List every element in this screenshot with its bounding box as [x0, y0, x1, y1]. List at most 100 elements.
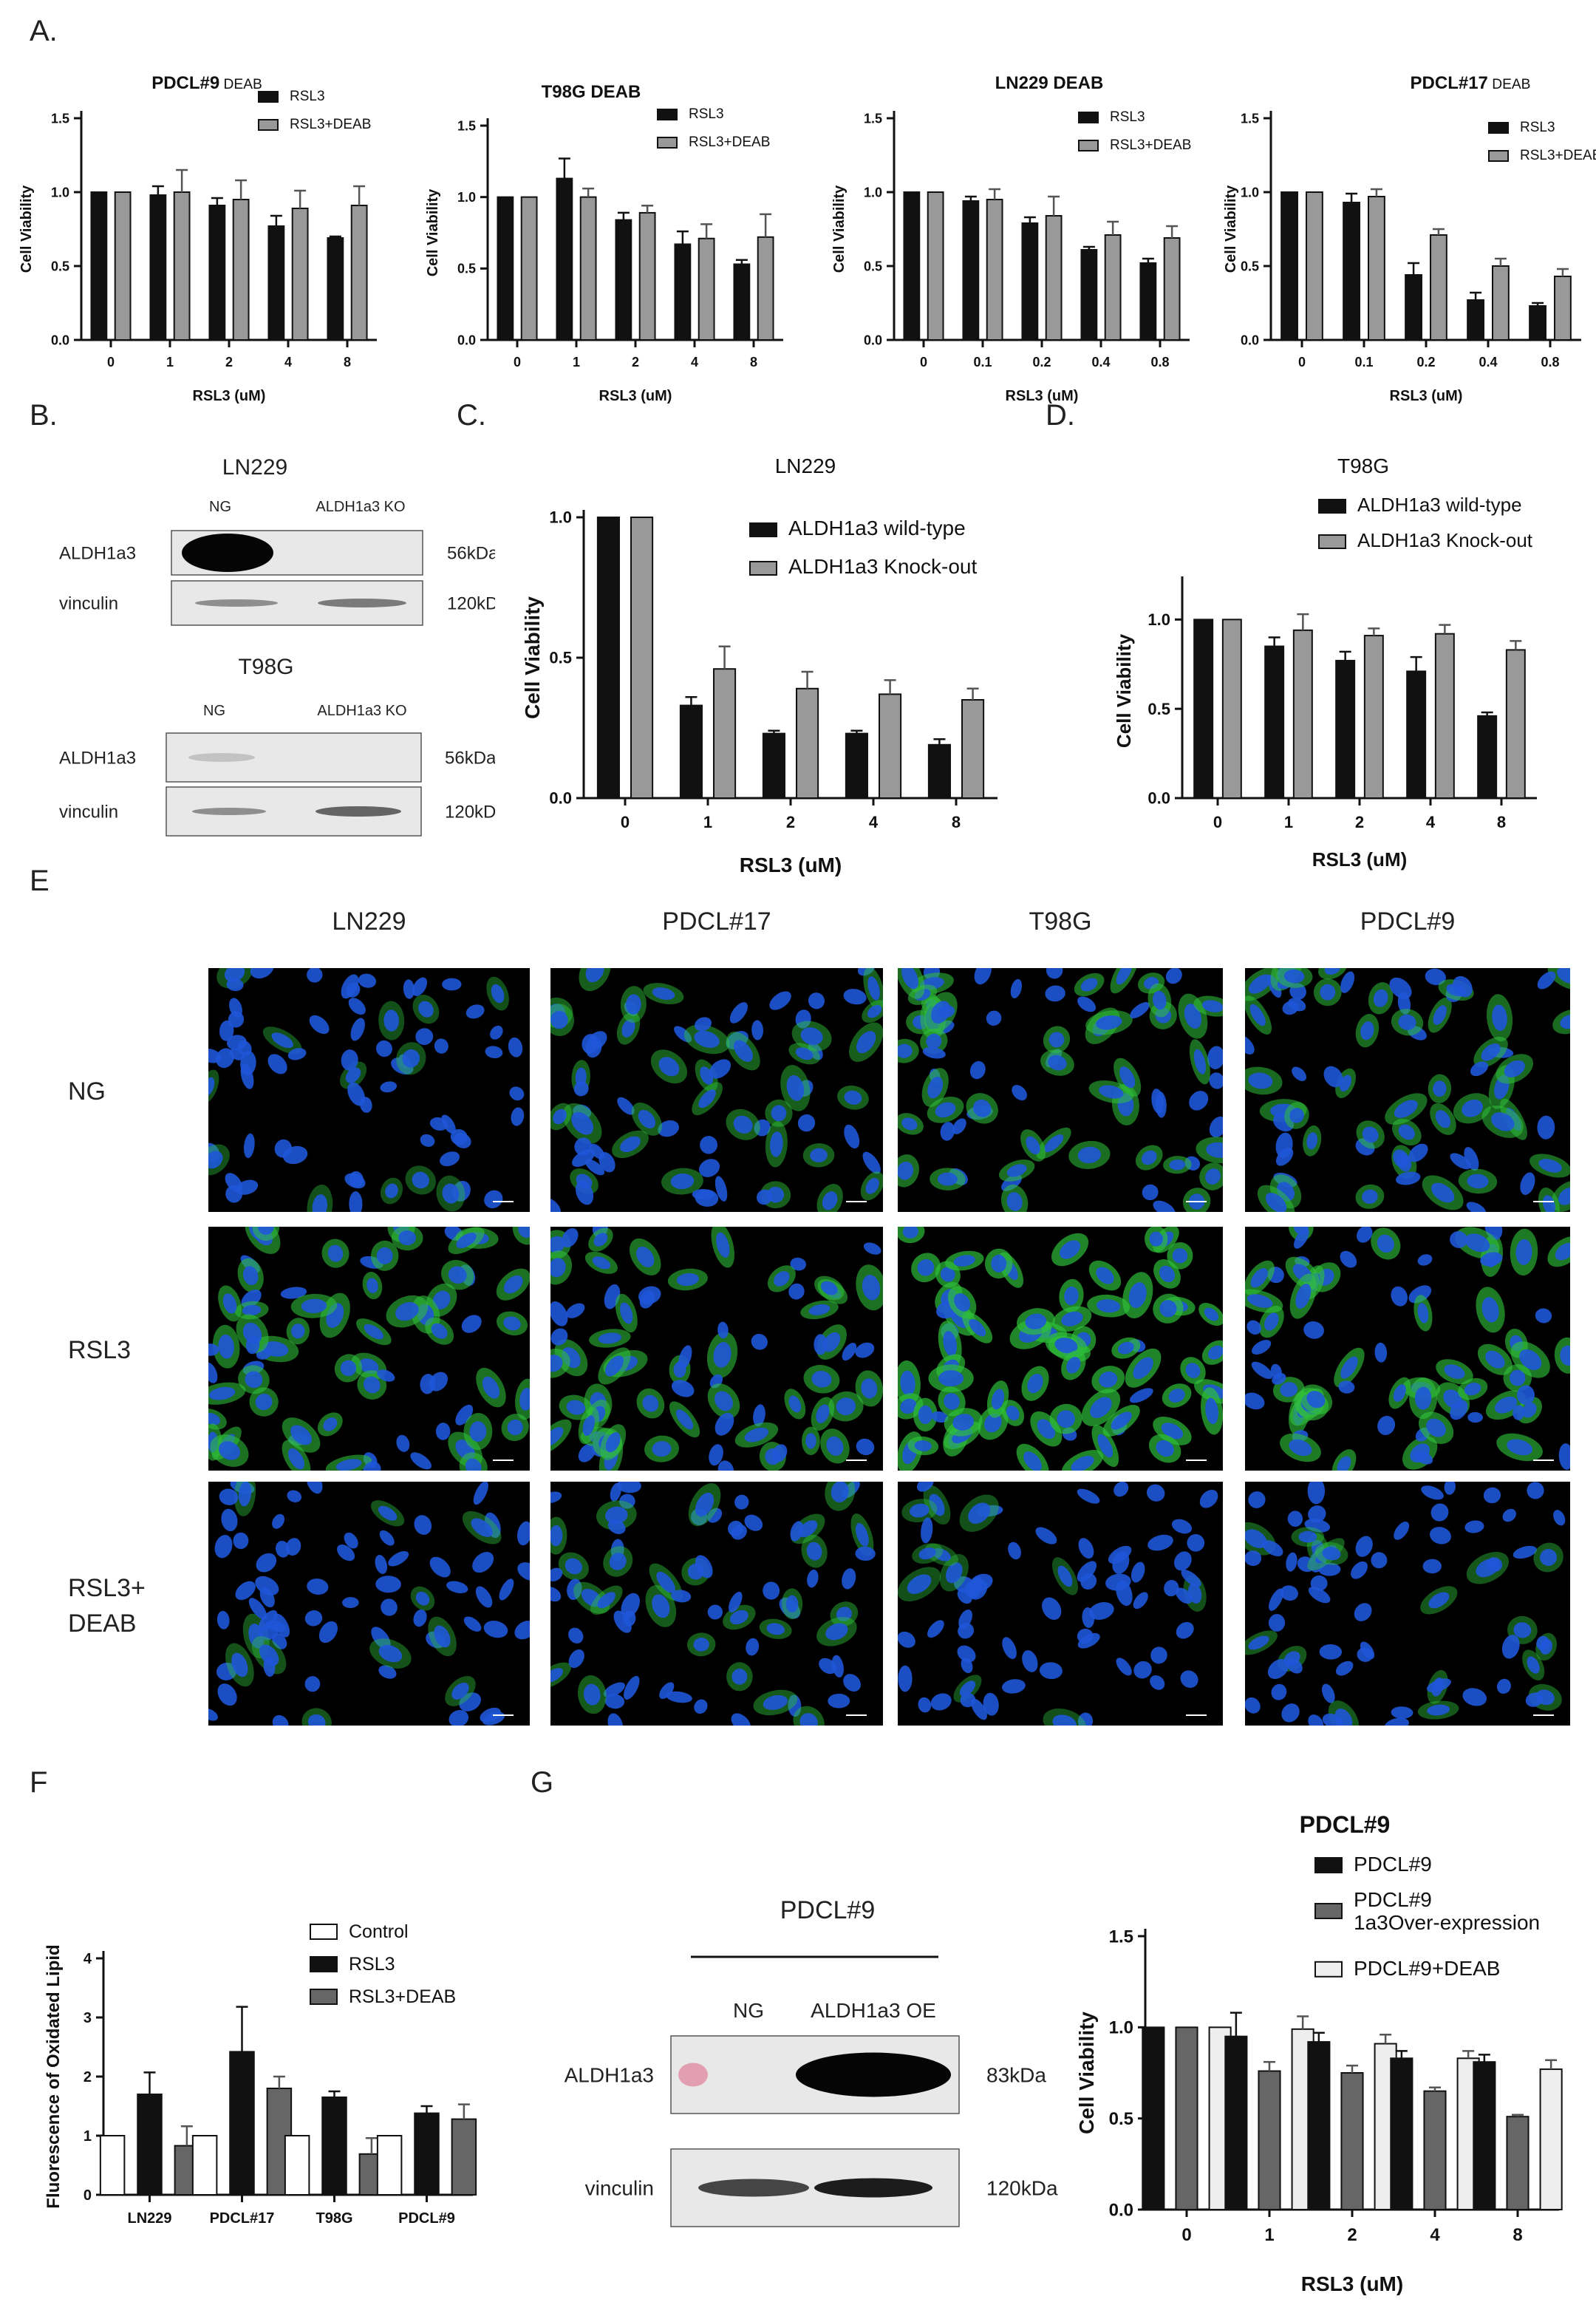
nucleus	[235, 1581, 256, 1601]
nucleus	[1248, 1072, 1273, 1089]
blot-band	[195, 599, 278, 607]
nucleus	[798, 1520, 818, 1538]
nucleus	[1338, 1380, 1355, 1394]
nucleus	[1306, 1132, 1317, 1150]
bar	[1021, 222, 1039, 341]
nucleus	[769, 991, 791, 1010]
legend-swatch	[657, 137, 678, 149]
nucleus	[434, 1038, 449, 1054]
nucleus	[375, 1576, 401, 1593]
nucleus	[717, 1321, 729, 1339]
y-tick-label: 1.5	[457, 118, 476, 133]
bar	[1505, 649, 1526, 799]
nucleus	[715, 1391, 733, 1411]
nucleus	[1204, 1307, 1219, 1321]
nucleus	[466, 1004, 485, 1019]
nucleus	[1025, 1313, 1047, 1329]
nucleus	[1323, 1066, 1343, 1088]
nucleus	[1066, 1357, 1081, 1374]
nucleus	[826, 1436, 844, 1457]
western-blot-pdcl9: PDCL#9 NG ALDH1a3 OE ALDH1a3 83kDa vinculin 12…	[565, 1896, 1058, 2227]
nucleus	[819, 1658, 837, 1675]
nucleus	[1377, 1415, 1396, 1435]
nucleus	[415, 1028, 434, 1046]
molecular-weight: 56kDa	[447, 543, 495, 563]
nucleus	[694, 1699, 708, 1714]
nucleus	[831, 1482, 849, 1503]
nucleus	[377, 1369, 395, 1382]
nucleus	[828, 1693, 850, 1709]
blot-row-label: vinculin	[585, 2176, 654, 2199]
nucleus	[414, 1515, 432, 1535]
nucleus	[221, 1508, 238, 1532]
nucleus	[671, 1590, 692, 1603]
nucleus	[550, 1525, 563, 1547]
x-tick-label: 4	[284, 355, 292, 369]
nucleus	[287, 1048, 307, 1060]
microscopy-image	[208, 1227, 530, 1471]
bar	[903, 191, 921, 341]
nucleus	[571, 1111, 594, 1135]
chart-title: T98G	[1337, 454, 1389, 477]
nucleus	[734, 1040, 753, 1062]
nucleus	[1384, 1717, 1409, 1726]
nucleus	[1428, 1592, 1450, 1609]
bar	[556, 177, 573, 341]
bar	[1335, 659, 1356, 799]
microscopy-column-label: T98G	[1029, 907, 1092, 936]
nucleus	[378, 1644, 403, 1663]
nucleus	[1322, 1547, 1341, 1561]
nucleus	[420, 1374, 436, 1394]
nucleus	[449, 1709, 469, 1726]
lane-label: ALDH1a3 KO	[316, 499, 405, 515]
nucleus	[233, 1532, 249, 1550]
nucleus	[271, 1032, 293, 1049]
nucleus	[676, 1273, 699, 1287]
nucleus	[483, 1621, 508, 1638]
nucleus	[1027, 1373, 1043, 1394]
nucleus	[272, 1714, 289, 1726]
nucleus	[1268, 1614, 1286, 1632]
nucleus	[1464, 1383, 1481, 1396]
bar	[615, 219, 632, 341]
nucleus	[1287, 1510, 1303, 1527]
nucleus	[1373, 989, 1388, 1007]
nucleus	[245, 1335, 260, 1355]
y-tick-label: 0.0	[1147, 789, 1170, 808]
bar	[1368, 196, 1385, 341]
nucleus	[986, 1010, 1002, 1026]
nucleus	[273, 1613, 290, 1638]
bar	[1307, 2041, 1331, 2211]
nucleus	[992, 1389, 1005, 1410]
legend-swatch	[1488, 150, 1509, 162]
nucleus	[1130, 1002, 1150, 1018]
nucleus	[1150, 1646, 1167, 1664]
y-axis-label: Cell Viability	[425, 188, 441, 276]
nucleus	[930, 1693, 952, 1711]
nucleus	[1080, 1573, 1097, 1590]
nucleus	[1292, 1066, 1307, 1081]
nucleus	[451, 1682, 469, 1700]
nucleus	[771, 1105, 787, 1122]
bar	[638, 211, 656, 341]
nucleus	[617, 1482, 641, 1494]
legend-swatch	[1078, 112, 1099, 123]
legend-label: RSL3+DEAB	[1520, 148, 1596, 163]
legend-label: ALDH1a3 wild-type	[1357, 494, 1522, 516]
nucleus	[567, 1578, 582, 1601]
nucleus	[587, 1031, 607, 1050]
nucleus	[341, 1049, 358, 1071]
nucleus	[929, 1494, 945, 1516]
chart-a3: 0.0 0.5 1.0 1.5 0 0.1 0.2 0.4 0.8 LN229 DEAB RSL3 R…	[831, 73, 1191, 404]
bar	[1221, 619, 1242, 799]
nucleus	[228, 1011, 245, 1028]
nucleus	[259, 1587, 275, 1608]
nucleus	[287, 1490, 302, 1502]
nucleus	[1422, 1559, 1442, 1574]
nucleus	[770, 1131, 783, 1157]
x-tick-label: 2	[1355, 813, 1364, 831]
bar	[1340, 2072, 1364, 2210]
microscopy-row-label: NG	[68, 1077, 106, 1106]
nucleus	[1116, 1580, 1133, 1607]
nucleus	[1061, 1311, 1083, 1326]
